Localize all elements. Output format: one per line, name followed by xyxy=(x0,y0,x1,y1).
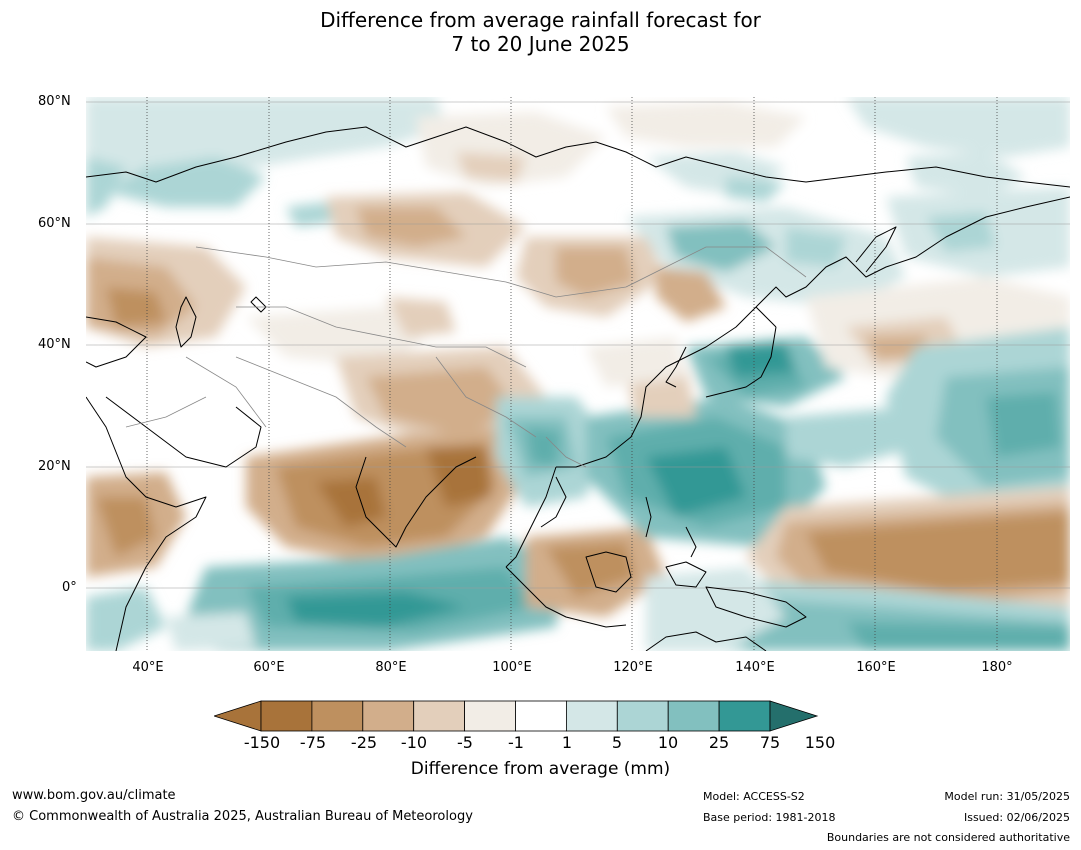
colorbar-extend-high xyxy=(769,700,819,732)
lon-label-100e: 100°E xyxy=(492,660,532,675)
colorbar-label: -25 xyxy=(350,733,378,752)
lat-label-0: 0° xyxy=(62,580,77,595)
footer-url[interactable]: www.bom.gov.au/climate xyxy=(12,788,176,803)
coastlines xyxy=(86,126,1070,651)
colorbar-segment xyxy=(565,700,618,732)
colorbar-segment xyxy=(515,700,567,732)
footer-base-period: Base period: 1981-2018 xyxy=(703,811,836,824)
lat-label-20n: 20°N xyxy=(38,459,71,474)
lat-label-40n: 40°N xyxy=(38,337,71,352)
colorbar-segment xyxy=(616,700,669,732)
colorbar-label: -150 xyxy=(243,733,281,752)
lon-label-160e: 160°E xyxy=(856,660,896,675)
colorbar-label: -1 xyxy=(508,733,524,752)
colorbar xyxy=(214,700,819,732)
lon-label-40e: 40°E xyxy=(132,660,164,675)
map-title: Difference from average rainfall forecas… xyxy=(0,8,1081,56)
colorbar-label: 10 xyxy=(657,733,679,752)
lon-label-60e: 60°E xyxy=(253,660,285,675)
lon-label-120e: 120°E xyxy=(613,660,653,675)
footer-model-run: Model run: 31/05/2025 xyxy=(944,790,1070,803)
colorbar-label: 25 xyxy=(708,733,730,752)
colorbar-title: Difference from average (mm) xyxy=(410,759,671,779)
colorbar-label: 5 xyxy=(611,733,623,752)
graticule xyxy=(86,101,1070,589)
colorbar-extend-low xyxy=(214,700,262,732)
colorbar-segment xyxy=(413,700,465,732)
footer-disclaimer: Boundaries are not considered authoritat… xyxy=(826,831,1070,844)
lat-label-60n: 60°N xyxy=(38,216,71,231)
colorbar-segment xyxy=(260,700,313,732)
anomaly-shading xyxy=(86,97,1070,651)
colorbar-label: 75 xyxy=(759,733,781,752)
colorbar-label: 1 xyxy=(561,733,573,752)
lon-label-180: 180° xyxy=(981,660,1013,675)
footer-model: Model: ACCESS-S2 xyxy=(703,790,805,803)
footer-copyright: © Commonwealth of Australia 2025, Austra… xyxy=(12,809,473,824)
colorbar-segment xyxy=(362,700,415,732)
colorbar-label: -75 xyxy=(299,733,327,752)
title-line-1: Difference from average rainfall forecas… xyxy=(320,8,761,32)
lon-label-140e: 140°E xyxy=(735,660,775,675)
colorbar-segment xyxy=(667,700,720,732)
lon-label-80e: 80°E xyxy=(375,660,407,675)
footer-issued: Issued: 02/06/2025 xyxy=(963,811,1070,824)
meridians xyxy=(146,97,998,651)
rainfall-anomaly-map xyxy=(86,97,1070,651)
country-borders xyxy=(125,246,807,468)
colorbar-label: -5 xyxy=(457,733,473,752)
colorbar-segment xyxy=(311,700,364,732)
colorbar-label: 150 xyxy=(804,733,836,752)
lat-label-80n: 80°N xyxy=(38,94,71,109)
colorbar-label: -10 xyxy=(400,733,428,752)
title-line-2: 7 to 20 June 2025 xyxy=(451,32,630,56)
colorbar-segment xyxy=(464,700,516,732)
colorbar-segment xyxy=(718,700,771,732)
